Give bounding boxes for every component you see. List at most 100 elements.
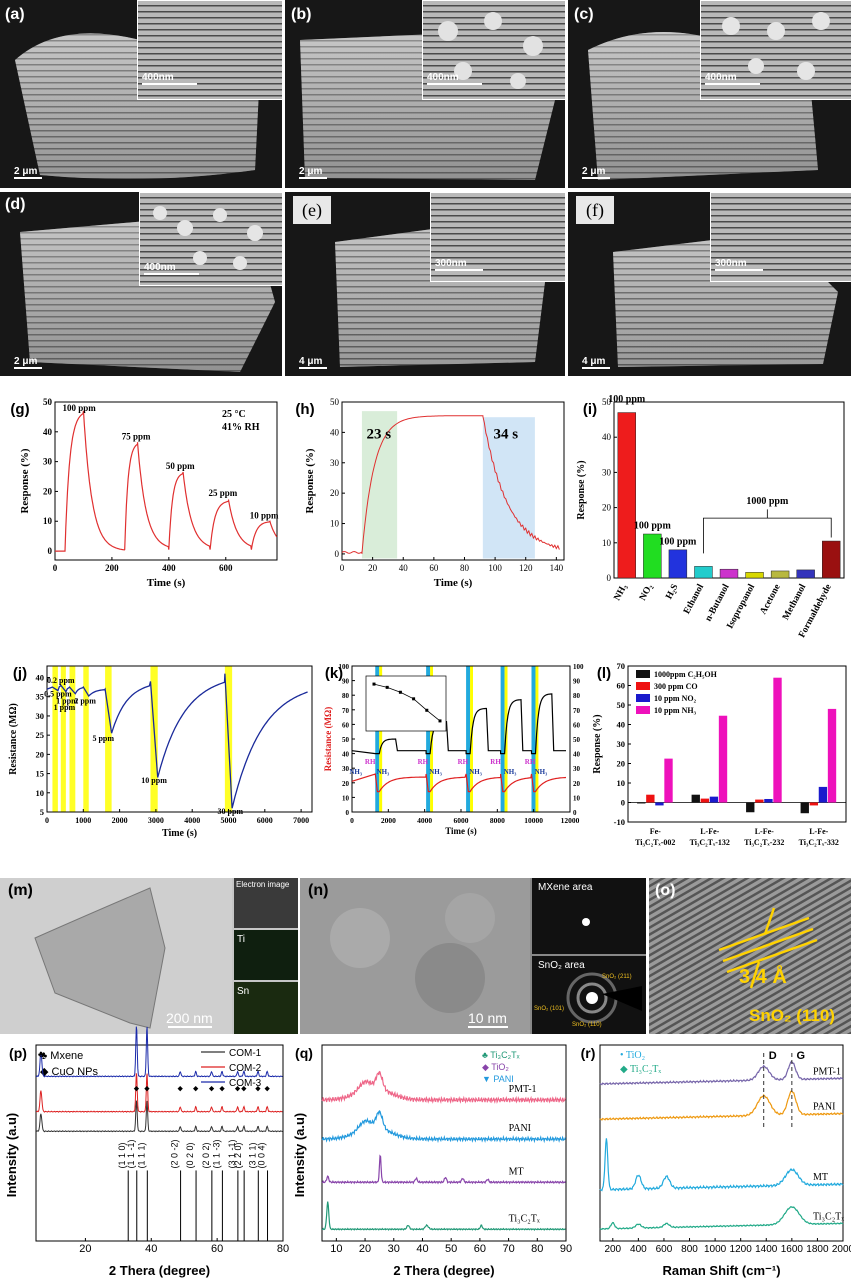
cuo-peak-marker: ◆: [144, 1085, 150, 1093]
x-tick-label: 1000: [704, 1244, 727, 1255]
tem-panel-o: (o) 3.4 Å SnO₂ (110): [649, 878, 851, 1034]
sem-inset: [700, 0, 851, 100]
y-tick-label: 40: [330, 427, 340, 437]
sem-panel-a: (a) 400nm 2 μm: [0, 0, 282, 188]
y-tick-label: 20: [342, 780, 350, 788]
y-tick-label: 50: [342, 736, 350, 744]
raman-spectrum: [599, 1090, 844, 1121]
xrd-pattern: [36, 1073, 283, 1113]
series-label: Ti₃C₂Tₓ: [813, 1211, 844, 1222]
y-tick-label: 0: [335, 549, 340, 559]
category-label: L-Fe-: [809, 827, 828, 836]
y-axis-label: Resistance (MΩ): [8, 703, 19, 775]
x-tick-label: 200: [105, 563, 119, 573]
hrtem-image-o: [649, 878, 851, 1034]
legend-marker: • TiO₂: [620, 1050, 645, 1061]
y-tick-label: 0: [346, 809, 350, 817]
x-tick-label: 80: [277, 1243, 289, 1255]
inset-point: [385, 685, 389, 689]
y-axis-label: Resistance (MΩ): [323, 707, 333, 771]
y-tick-label: 30: [330, 458, 340, 468]
gas-label: NH₃: [429, 768, 442, 776]
raman-spectrum: [599, 1060, 844, 1086]
category-label: Acetone: [759, 583, 783, 617]
xrd-pattern: [321, 1154, 566, 1185]
legend-swatch: [636, 694, 650, 702]
x-tick-label: 80: [460, 563, 470, 573]
bar: [694, 566, 713, 579]
chart-r: 200 400 600 800 100012001400160018002000 Rama…: [576, 1040, 851, 1288]
gas-label: NH₃: [377, 768, 390, 776]
hkl-label: (0 0 4): [257, 1142, 267, 1168]
y-tick-label: 50: [617, 700, 626, 710]
category-label: Ti₃C₂Tₓ-002: [635, 838, 675, 847]
x-tick-label: 2000: [832, 1244, 851, 1255]
hkl-label: (1 1 1): [136, 1142, 146, 1168]
y-tick-label: 60: [342, 721, 350, 729]
bar: [655, 802, 664, 806]
xrd-pattern: [321, 1201, 566, 1231]
y-tick-label: 30: [342, 765, 350, 773]
panel-label: (q): [295, 1045, 313, 1061]
category-label: Ti₃C₂Tₓ-132: [690, 838, 730, 847]
band-label: G: [797, 1050, 806, 1062]
x-tick-label: 10000: [524, 816, 543, 825]
y-tick-label: 40: [43, 427, 53, 437]
chart-svg: 0 2000 4000 6000 8000 10000 120000102030405060…: [323, 663, 584, 836]
x-tick-label: 90: [560, 1243, 572, 1255]
y2-tick-label: 20: [573, 780, 581, 788]
raman-spectrum: [599, 1138, 844, 1192]
bar: [746, 802, 755, 813]
inset-point: [372, 682, 376, 686]
inset-point: [425, 708, 429, 712]
gas-pulse-window: [52, 666, 58, 812]
y2-tick-label: 10: [573, 794, 581, 802]
response-curve: [341, 415, 560, 554]
x-axis-label: 2 Thera (degree): [393, 1263, 494, 1278]
panel-label: (i): [583, 401, 597, 418]
series-label: MT: [509, 1166, 524, 1177]
y-tick-label: 10: [342, 794, 350, 802]
x-tick-label: 1600: [781, 1244, 804, 1255]
bar: [796, 569, 815, 579]
y-tick-label: 5: [40, 807, 44, 817]
legend-label: 10 ppm NO₂: [654, 694, 697, 703]
tem-panel-m: (m) 200 nm Electron image Ti Sn: [0, 878, 298, 1034]
x-tick-label: 40: [399, 563, 409, 573]
series-label: MT: [813, 1172, 828, 1183]
y-tick-label: 20: [43, 486, 53, 496]
y-tick-label: 30: [43, 457, 53, 467]
tem-panel-n: (n) 10 nm MXene area SnO₂ area SnO₂ (211…: [300, 878, 646, 1034]
scale-bar: 4 μm: [582, 356, 610, 370]
rh-window: [375, 666, 380, 812]
x-tick-label: 3000: [148, 816, 164, 825]
x-tick-label: 600: [219, 563, 233, 573]
y-tick-label: 30: [36, 711, 45, 721]
rh-window: [500, 666, 505, 812]
bar: [646, 794, 655, 803]
category-label: Ethanol: [682, 582, 706, 615]
category-label: Ti₃C₂Tₓ-332: [799, 838, 839, 847]
inset-scale-bar: 300nm: [435, 258, 483, 272]
x-tick-label: 0: [53, 563, 58, 573]
y-tick-label: 20: [36, 749, 45, 759]
bar: [770, 570, 790, 579]
bar: [637, 802, 646, 804]
chart-svg: 20 40 60 80 2 Thera (degree) Intensity (a.u) (…: [4, 1026, 289, 1278]
panel-label: (r): [581, 1045, 596, 1061]
bar: [745, 572, 764, 579]
category-label: NH₃: [613, 583, 630, 603]
response-time-label: 23 s: [366, 426, 391, 442]
legend-marker: ♣ Ti₃C₂Tₓ: [482, 1050, 520, 1060]
legend-label: COM-2: [229, 1063, 262, 1074]
inset-point: [438, 719, 442, 723]
panel-label: (o): [655, 882, 676, 899]
gas-label: NH₃: [349, 768, 362, 776]
concentration-label: 30 ppm: [218, 807, 244, 816]
x-tick-label: 8000: [490, 816, 505, 825]
bar: [818, 786, 828, 803]
scale-bar: 2 μm: [299, 166, 327, 180]
chart-svg: 0 200 400 600 0 10 20 30 40 50 Time (s) Response (%…: [10, 397, 279, 589]
response-curve: [55, 410, 278, 552]
panel-label: (j): [13, 665, 27, 682]
